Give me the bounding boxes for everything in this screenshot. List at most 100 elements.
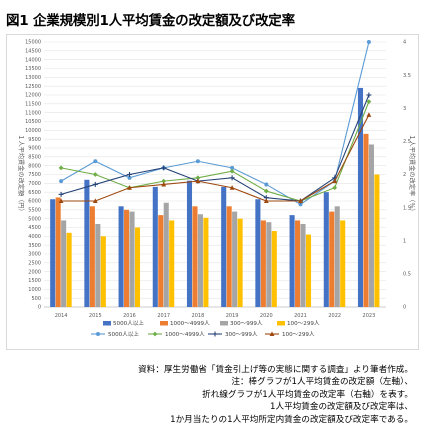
right-axis-label: １人平均賃金の改定率（％） (408, 134, 416, 214)
right-tick-label: 0.5 (403, 272, 411, 278)
bar (340, 220, 346, 307)
point-marker (195, 159, 200, 164)
bar (271, 231, 277, 307)
legend-swatch (103, 321, 111, 326)
left-tick-label: 4500 (28, 225, 41, 231)
right-tick-label: 0 (403, 305, 406, 311)
left-tick-label: 14000 (25, 57, 41, 63)
left-tick-label: 2000 (28, 269, 41, 275)
point-marker (332, 178, 338, 184)
point-marker (58, 165, 64, 171)
point-marker (92, 198, 98, 203)
point-marker (161, 178, 167, 184)
bar (100, 236, 106, 307)
point-marker (264, 182, 269, 187)
note-line: 注：棒グラフが1人平均賃金の改定額（左軸）、 (231, 377, 413, 388)
left-tick-label: 500 (31, 296, 41, 302)
bar (237, 218, 243, 307)
point-marker (298, 202, 303, 207)
point-marker (263, 198, 269, 203)
left-tick-label: 4000 (28, 234, 41, 240)
point-marker (152, 331, 158, 337)
left-tick-label: 6500 (28, 190, 41, 196)
left-tick-label: 5500 (28, 208, 41, 214)
bar (95, 223, 101, 307)
left-axis-ticks: 0 500 1000 1500 2000 2500 3000 3500 4000 4500 5000… (25, 40, 41, 311)
point-marker (229, 185, 235, 190)
bar (255, 199, 261, 307)
legend-label: 5000人以上 (108, 330, 139, 338)
right-tick-label: 2 (403, 172, 406, 178)
bar (124, 209, 130, 307)
x-tick-label: 2016 (123, 313, 136, 319)
left-tick-label: 10500 (25, 119, 41, 125)
bar (50, 199, 56, 307)
point-marker (332, 185, 338, 191)
note-line: 折れ線グラフが1人平均賃金の改定率（右軸）を表す。 (202, 389, 413, 400)
left-tick-label: 15000 (25, 40, 41, 46)
left-tick-label: 8000 (28, 163, 41, 169)
legend-swatch (160, 321, 168, 326)
x-tick-label: 2017 (157, 313, 170, 319)
x-tick-label: 2015 (89, 313, 102, 319)
left-tick-label: 12000 (25, 93, 41, 99)
legend-label: 300～999人 (230, 320, 263, 327)
series-line (60, 101, 370, 202)
point-marker (229, 168, 235, 174)
point-marker (93, 159, 98, 164)
bar (118, 206, 124, 307)
point-marker (96, 332, 100, 336)
bar (66, 232, 72, 307)
note-line: 1か月当たりの1人平均所定内賃金の改定額及び改定率である。 (170, 414, 413, 425)
bar (334, 206, 340, 307)
x-tick-label: 2022 (328, 313, 341, 319)
bar (84, 179, 90, 307)
point-marker (161, 181, 167, 187)
point-marker (263, 188, 269, 194)
right-tick-label: 1.5 (403, 205, 411, 211)
legend-label: 5000人以上 (113, 319, 144, 327)
point-marker (366, 112, 372, 117)
left-tick-label: 1000 (28, 287, 41, 293)
left-tick-label: 14500 (25, 49, 41, 55)
bar (169, 220, 175, 307)
left-tick-label: 11000 (25, 110, 41, 116)
point-marker (195, 178, 201, 184)
x-tick-label: 2018 (192, 313, 205, 319)
point-marker (366, 40, 371, 44)
point-marker (127, 185, 132, 190)
point-marker (92, 172, 98, 177)
series-line (60, 41, 370, 205)
bar (203, 217, 209, 307)
bar (163, 202, 169, 307)
left-tick-label: 12500 (25, 84, 41, 90)
x-axis-ticks: 2014 2015 2016 2017 2018 2019 2020 2021 2022 2023 (55, 313, 376, 319)
legend-swatch (277, 321, 285, 326)
bar (232, 211, 238, 307)
left-tick-label: 9000 (28, 146, 41, 152)
bar (289, 215, 295, 307)
left-tick-label: 13000 (25, 75, 41, 81)
bar (305, 234, 312, 307)
note-line: 資料：厚生労働省「賃金引上げ等の実態に関する調査」より筆者作成。 (138, 365, 413, 375)
legend-swatch (220, 321, 228, 326)
bar (368, 144, 374, 307)
left-tick-label: 10000 (25, 128, 41, 134)
left-tick-label: 0 (38, 305, 41, 311)
legend-label: 100～299人 (282, 331, 315, 338)
right-tick-label: 2.5 (403, 139, 411, 145)
bar (357, 87, 364, 307)
bar (363, 133, 369, 307)
point-marker (366, 99, 372, 105)
x-tick-label: 2020 (260, 313, 273, 319)
legend-label: 1000～4999人 (165, 331, 205, 338)
legend: 5000人以上 1000～4999人 300～999人 100～299人 5000人以上… (91, 319, 320, 338)
point-marker (230, 165, 235, 170)
left-tick-label: 6000 (28, 199, 41, 205)
left-tick-label: 3000 (28, 252, 41, 258)
bar (55, 197, 61, 307)
left-tick-label: 11500 (25, 102, 41, 108)
figure-title: 図1 企業規模別1人平均賃金の改定額及び改定率 (6, 13, 295, 29)
point-marker (298, 198, 303, 203)
right-tick-label: 3.5 (403, 73, 411, 79)
